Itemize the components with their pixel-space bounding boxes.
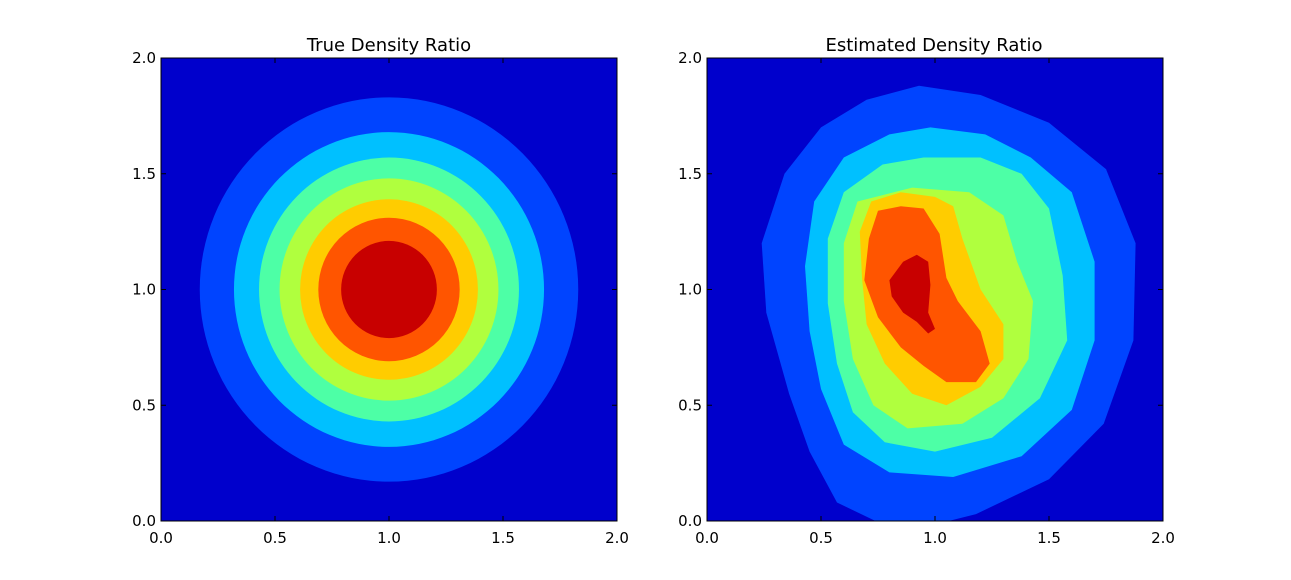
left-y-tick-label: 2.0 (132, 49, 156, 67)
right-y-tick-label: 1.0 (678, 281, 702, 299)
right-x-tick-label: 0.0 (695, 529, 719, 547)
left-x-tick-label: 1.0 (377, 529, 401, 547)
left-axes-frame (160, 57, 618, 522)
right-x-tick-label: 2.0 (1151, 529, 1175, 547)
left-axis-ticks: 0.0 0.5 1.0 1.5 2.0 0.0 0.5 1.0 1.5 2.0 (132, 49, 629, 547)
right-y-tick-label: 1.5 (678, 165, 702, 183)
right-subplot-title: Estimated Density Ratio (825, 35, 1042, 56)
right-x-tick-label: 1.0 (923, 529, 947, 547)
left-x-tick-label: 1.5 (491, 529, 515, 547)
right-axes-frame (706, 57, 1164, 522)
left-y-tick-label: 1.5 (132, 165, 156, 183)
right-axis-ticks: 0.0 0.5 1.0 1.5 2.0 0.0 0.5 1.0 1.5 2.0 (678, 49, 1175, 547)
left-x-tick-label: 0.0 (149, 529, 173, 547)
left-subplot: True Density Ratio 0.0 0.5 1.0 1.5 2.0 0.0 0.5… (132, 35, 629, 547)
left-y-tick-label: 1.0 (132, 281, 156, 299)
left-x-tick-label: 0.5 (263, 529, 287, 547)
left-contour-fills (161, 58, 617, 521)
left-contour-level-7 (341, 240, 437, 339)
right-x-tick-label: 1.5 (1037, 529, 1061, 547)
left-x-tick-label: 2.0 (605, 529, 629, 547)
right-contour-level-7 (889, 254, 935, 334)
right-contour-fills (707, 58, 1163, 521)
right-y-tick-label: 0.5 (678, 396, 702, 414)
right-subplot: Estimated Density Ratio 0.0 0.5 1.0 1.5 2.00… (678, 35, 1175, 547)
left-y-tick-label: 0.5 (132, 396, 156, 414)
right-x-tick-label: 0.5 (809, 529, 833, 547)
left-subplot-title: True Density Ratio (306, 35, 471, 56)
right-y-tick-label: 2.0 (678, 49, 702, 67)
left-y-tick-label: 0.0 (132, 512, 156, 530)
right-y-tick-label: 0.0 (678, 512, 702, 530)
